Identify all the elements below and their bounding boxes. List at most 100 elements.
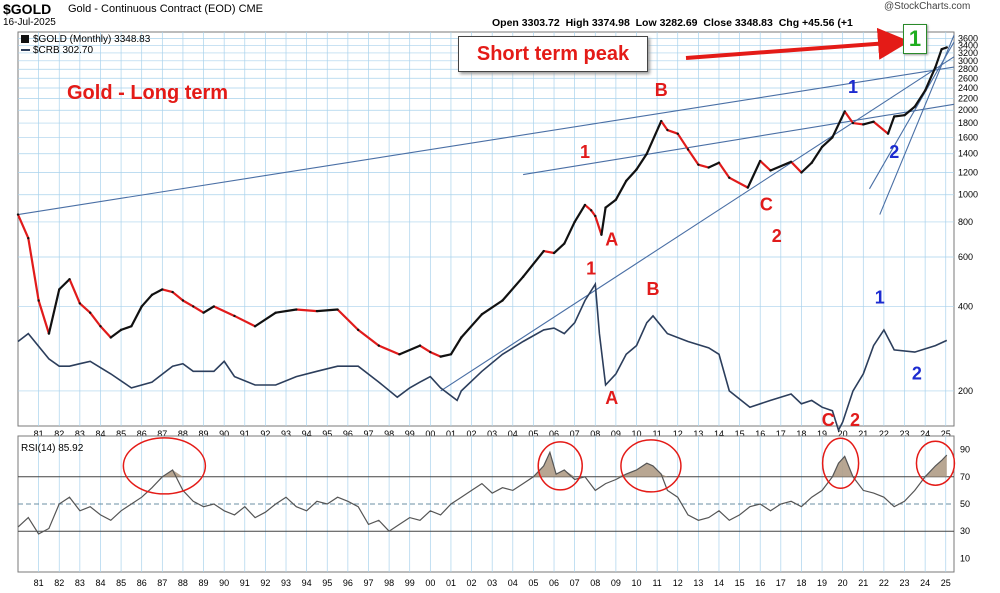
gold-price-point: [58, 288, 61, 291]
gold-price-segment: [27, 238, 40, 301]
gold-price-segment: [635, 153, 648, 171]
rsi-x-axis: 81 82 83 84 85 86 87 88 89 90 91 92 93 94 95 96 97 98 99 00…: [34, 578, 951, 588]
rsi-x-tick-label: 06: [549, 578, 559, 588]
wave-label: 2: [850, 410, 860, 430]
rsi-x-tick-label: 08: [590, 578, 600, 588]
rsi-circles: [122, 437, 956, 495]
gold-price-point: [600, 233, 603, 236]
rsi-x-tick-label: 86: [137, 578, 147, 588]
price-x-tick-label: 82: [54, 429, 64, 439]
gold-price-point: [140, 305, 143, 308]
gold-price-point: [68, 278, 71, 281]
price-x-tick-label: 98: [384, 429, 394, 439]
rsi-x-tick-label: 97: [363, 578, 373, 588]
gold-price-point: [686, 148, 690, 151]
wave-label: 1: [586, 258, 596, 278]
gold-price-segment: [852, 121, 864, 126]
date-label: 16-Jul-2025: [3, 17, 56, 28]
gold-price-segment: [275, 308, 297, 314]
chg-label: Chg: [778, 17, 800, 29]
rsi-x-tick-label: 10: [631, 578, 641, 588]
rsi-x-tick-label: 84: [95, 578, 105, 588]
gold-price-point: [594, 214, 597, 218]
gold-price-point: [27, 237, 30, 240]
gold-price-point: [604, 206, 607, 209]
gold-price-point: [398, 353, 401, 356]
gold-price-segment: [213, 305, 235, 317]
price-x-tick-label: 83: [75, 429, 85, 439]
gold-price-point: [923, 89, 927, 92]
rsi-highlight-circle: [620, 439, 682, 493]
rsi-x-tick-label: 83: [75, 578, 85, 588]
price-x-tick-label: 23: [900, 429, 910, 439]
gold-price-point: [810, 161, 813, 164]
gold-price-segment: [378, 344, 400, 356]
rsi-x-tick-label: 92: [260, 578, 270, 588]
rsi-x-tick-label: 25: [941, 578, 951, 588]
gold-price-segment: [233, 314, 256, 328]
rsi-x-tick-label: 05: [528, 578, 538, 588]
rsi-x-tick-label: 95: [322, 578, 332, 588]
price-x-tick-label: 06: [549, 429, 559, 439]
gold-price-point: [356, 328, 360, 332]
gold-price-point: [99, 325, 102, 328]
gold-price-point: [192, 305, 195, 308]
rsi-x-tick-label: 19: [817, 578, 827, 588]
gold-price-segment: [770, 160, 792, 172]
gold-price-point: [542, 249, 545, 253]
rsi-legend-label: RSI(14) 85.92: [21, 443, 84, 454]
price-x-tick-label: 85: [116, 429, 126, 439]
gold-price-point: [614, 198, 618, 201]
stockcharts-watermark: @StockCharts.com: [884, 1, 971, 12]
ohlc-readout: Open 3303.72 High 3374.98 Low 3282.69 Cl…: [492, 17, 853, 29]
price-y-tick-label: 1000: [958, 190, 978, 200]
gold-price-point: [707, 166, 710, 169]
gold-price-segment: [419, 344, 431, 354]
rsi-x-tick-label: 85: [116, 578, 126, 588]
price-y-tick-label: 1400: [958, 149, 978, 159]
wave-label: C: [822, 410, 835, 430]
wave-one-badge: 1: [903, 24, 927, 54]
gold-price-segment: [151, 288, 163, 296]
gold-price-segment: [89, 312, 102, 327]
gold-price-point: [521, 275, 525, 279]
rsi-x-tick-label: 11: [652, 578, 661, 588]
gold-price-point: [460, 336, 463, 339]
rsi-x-tick-label: 03: [487, 578, 497, 588]
gold-price-point: [660, 119, 663, 123]
wave-label: 1: [580, 142, 590, 162]
price-x-axis: 81 82 83 84 85 86 87 88 89 90 91 92 93 94 95 96 97 98 99 00…: [34, 429, 951, 439]
gold-price-point: [934, 65, 937, 69]
rsi-x-tick-label: 90: [219, 578, 229, 588]
gold-price-segment: [110, 329, 122, 339]
gold-price-segment: [584, 204, 592, 212]
gold-price-segment: [140, 294, 153, 308]
rsi-x-tick-label: 98: [384, 578, 394, 588]
gold-price-segment: [37, 300, 50, 334]
gold-price-point: [820, 145, 824, 149]
price-x-tick-label: 19: [817, 429, 827, 439]
gold-price-point: [150, 293, 154, 297]
contract-label: Gold - Continuous Contract (EOD) CME: [68, 3, 263, 15]
gold-price-point: [88, 311, 92, 314]
gold-price-point: [903, 114, 906, 117]
gold-price-point: [449, 353, 453, 356]
gold-price-point: [47, 332, 51, 335]
rsi-x-tick-label: 94: [302, 578, 312, 588]
rsi-y-axis: 90 70 50 30 10: [960, 445, 970, 564]
price-grid: [18, 32, 954, 426]
rsi-x-tick-label: 93: [281, 578, 291, 588]
rsi-x-tick-label: 91: [240, 578, 250, 588]
gold-price-segment: [625, 168, 638, 182]
price-x-tick-label: 21: [858, 429, 868, 439]
price-x-tick-label: 01: [446, 429, 456, 439]
gold-price-segment: [790, 161, 803, 174]
rsi-x-tick-label: 01: [446, 578, 456, 588]
gold-price-point: [624, 179, 628, 183]
gold-price-segment: [130, 305, 143, 327]
gold-price-point: [886, 132, 890, 135]
price-x-tick-label: 25: [941, 429, 951, 439]
price-x-tick-label: 04: [508, 429, 518, 439]
rsi-y-tick-label: 10: [960, 553, 970, 563]
